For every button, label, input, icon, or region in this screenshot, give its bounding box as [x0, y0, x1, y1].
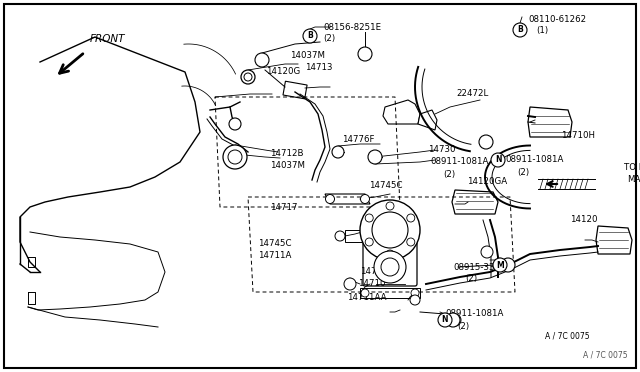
Circle shape [410, 295, 420, 305]
Circle shape [303, 29, 317, 43]
Text: 14037M: 14037M [270, 161, 305, 170]
Circle shape [411, 289, 419, 297]
Circle shape [344, 278, 356, 290]
Circle shape [481, 246, 493, 258]
Text: N: N [442, 315, 448, 324]
Circle shape [381, 258, 399, 276]
Text: (2): (2) [323, 33, 335, 42]
Bar [283, 81, 307, 99]
Text: TO EXHAUST: TO EXHAUST [624, 163, 640, 171]
Circle shape [368, 150, 382, 164]
Circle shape [244, 73, 252, 81]
Circle shape [332, 146, 344, 158]
Text: 14037M: 14037M [290, 51, 325, 61]
FancyBboxPatch shape [363, 242, 417, 286]
Text: B: B [307, 32, 313, 41]
Circle shape [223, 145, 247, 169]
Text: 14120: 14120 [570, 215, 598, 224]
Text: (2): (2) [443, 170, 455, 179]
Polygon shape [528, 107, 572, 137]
Text: 08911-1081A: 08911-1081A [445, 310, 504, 318]
Circle shape [360, 200, 420, 260]
Circle shape [513, 23, 527, 37]
Circle shape [386, 250, 394, 258]
Circle shape [501, 258, 515, 272]
Circle shape [491, 153, 505, 167]
Circle shape [365, 238, 373, 246]
Text: 08911-1081A: 08911-1081A [505, 155, 563, 164]
Circle shape [361, 289, 369, 297]
Text: 14745C: 14745C [258, 240, 291, 248]
Text: (1): (1) [536, 26, 548, 35]
Text: 14120GA: 14120GA [467, 177, 507, 186]
Text: 08915-3381A: 08915-3381A [453, 263, 511, 272]
Polygon shape [596, 226, 632, 254]
Text: 14120G: 14120G [266, 67, 300, 77]
Text: 22472L: 22472L [456, 90, 488, 99]
Polygon shape [452, 190, 498, 214]
Text: 08911-1081A: 08911-1081A [430, 157, 488, 167]
Text: FRONT: FRONT [90, 34, 125, 44]
Text: 14711A: 14711A [258, 251, 291, 260]
Circle shape [438, 313, 452, 327]
Circle shape [407, 238, 415, 246]
Text: (2): (2) [465, 275, 477, 283]
Circle shape [386, 202, 394, 210]
Bar [360, 288, 420, 298]
Text: 14711AA: 14711AA [347, 294, 387, 302]
Circle shape [372, 212, 408, 248]
Text: A / 7C 0075: A / 7C 0075 [584, 351, 628, 360]
Text: 08110-61262: 08110-61262 [528, 16, 586, 25]
Circle shape [493, 258, 507, 272]
Text: 08156-8251E: 08156-8251E [323, 22, 381, 32]
Circle shape [374, 251, 406, 283]
Bar [345, 230, 363, 242]
Text: A / 7C 0075: A / 7C 0075 [545, 331, 590, 340]
Text: 14710H: 14710H [561, 131, 595, 141]
Circle shape [446, 313, 460, 327]
Circle shape [358, 47, 372, 61]
Polygon shape [325, 194, 370, 204]
Text: N: N [495, 155, 501, 164]
Circle shape [255, 53, 269, 67]
Circle shape [365, 214, 373, 222]
Text: 14710: 14710 [358, 279, 385, 289]
Text: 14717: 14717 [270, 203, 298, 212]
Text: 14719: 14719 [360, 267, 387, 276]
Text: (2): (2) [517, 167, 529, 176]
Circle shape [326, 195, 335, 203]
Text: 14745C: 14745C [369, 182, 403, 190]
Circle shape [449, 314, 461, 326]
Circle shape [229, 118, 241, 130]
Circle shape [241, 70, 255, 84]
Text: 14712B: 14712B [270, 150, 303, 158]
Circle shape [479, 135, 493, 149]
Text: 14776F: 14776F [342, 135, 374, 144]
Circle shape [360, 195, 369, 203]
Text: 14713: 14713 [305, 62, 333, 71]
Text: B: B [517, 26, 523, 35]
Polygon shape [383, 100, 420, 124]
Text: (2): (2) [457, 321, 469, 330]
Polygon shape [418, 110, 437, 130]
Circle shape [228, 150, 242, 164]
Text: M: M [496, 260, 504, 269]
Text: MANIFOLD: MANIFOLD [627, 174, 640, 183]
Circle shape [335, 231, 345, 241]
Circle shape [407, 214, 415, 222]
Text: 14730: 14730 [428, 145, 456, 154]
